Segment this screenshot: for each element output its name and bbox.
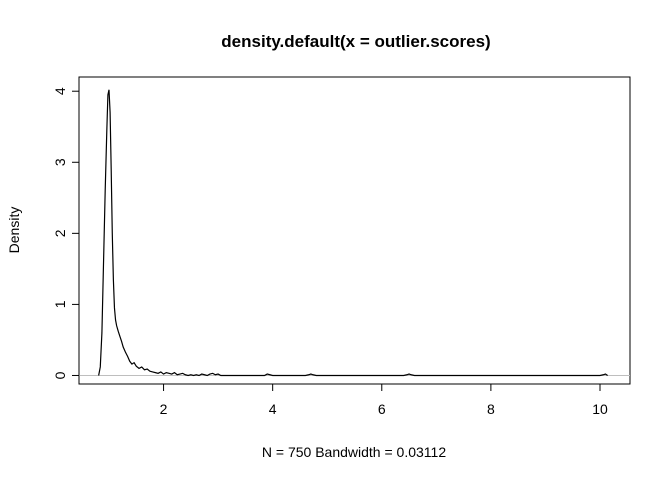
x-axis: 2 4 6 8 10	[160, 384, 608, 417]
y-axis-label: Density	[6, 207, 22, 254]
density-curve	[99, 90, 608, 376]
x-axis-label: N = 750 Bandwidth = 0.03112	[262, 444, 446, 460]
x-tick-label: 2	[160, 401, 168, 417]
x-tick-label: 4	[269, 401, 277, 417]
y-axis: 0 1 2 3 4	[52, 87, 79, 379]
x-tick-label: 6	[378, 401, 386, 417]
y-tick-label: 0	[52, 371, 68, 379]
plot-frame	[79, 77, 630, 384]
y-tick-label: 2	[52, 229, 68, 237]
x-tick-label: 10	[592, 401, 608, 417]
y-tick-label: 4	[52, 87, 68, 95]
x-tick-label: 8	[487, 401, 495, 417]
chart-title: density.default(x = outlier.scores)	[221, 32, 490, 51]
y-tick-label: 1	[52, 300, 68, 308]
y-tick-label: 3	[52, 158, 68, 166]
